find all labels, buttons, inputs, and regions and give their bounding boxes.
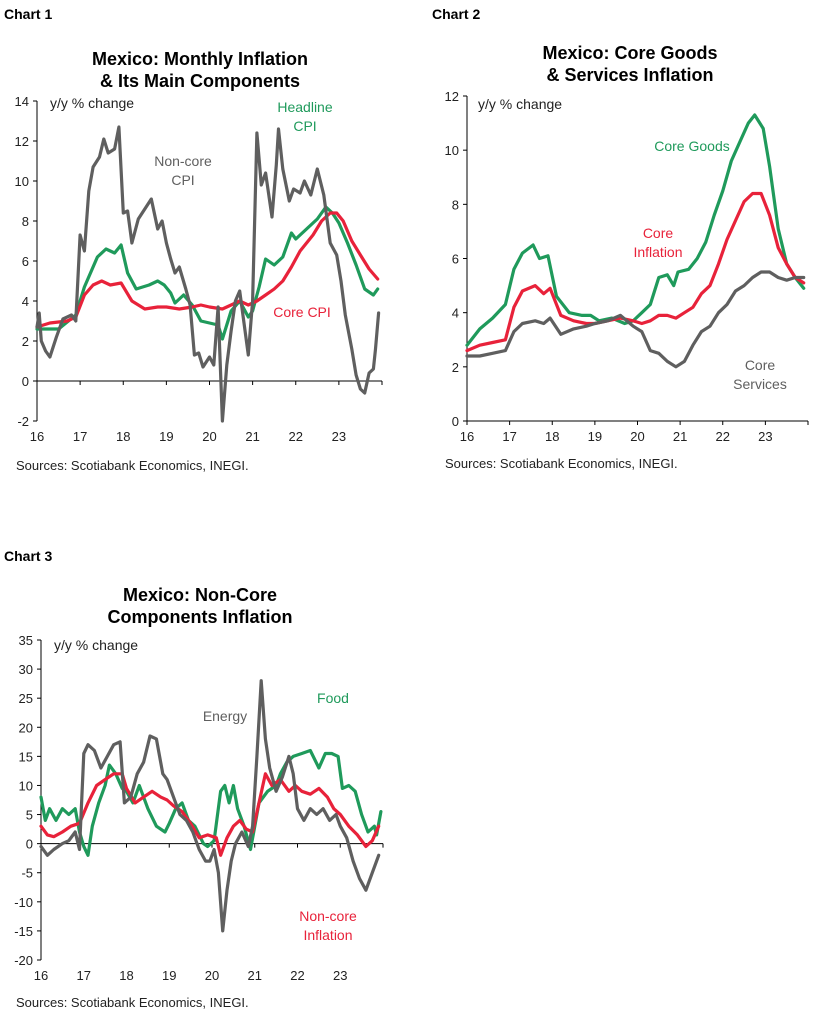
chart-2-x-tick-label: 17 (502, 429, 516, 444)
chart-3-y-tick-label: 30 (19, 662, 33, 677)
chart-3-y-axis-label: y/y % change (54, 637, 138, 653)
chart-3-x-tick-label: 20 (205, 968, 219, 983)
chart-2-series-line-core-goods (465, 113, 806, 347)
chart-1-y-axis-label: y/y % change (50, 95, 134, 111)
chart-1-y-tick-label: -2 (17, 414, 29, 429)
chart-3-number: Chart 3 (4, 548, 53, 564)
chart-2-x-tick-label: 19 (588, 429, 602, 444)
chart-2-y-tick-label: 10 (445, 143, 459, 158)
chart-3-title-line-2: Components Inflation (107, 607, 293, 627)
chart-1-number: Chart 1 (4, 6, 53, 22)
chart-1-series-label-core-cpi: Core CPI (273, 304, 331, 320)
chart-2-series-label-core-services: Services (733, 376, 787, 392)
chart-1-title: Mexico: Monthly Inflation & Its Main Com… (60, 48, 340, 92)
chart-3-x-tick-label: 23 (333, 968, 347, 983)
chart-3-series-line-food (39, 748, 383, 857)
chart-3-y-tick-label: 0 (26, 837, 33, 852)
chart-1-title-line-2: & Its Main Components (99, 71, 300, 91)
chart-2-x-tick-label: 22 (716, 429, 730, 444)
chart-2-series-label-core-inflation: Inflation (633, 244, 682, 260)
chart-2-y-tick-label: 2 (452, 360, 459, 375)
chart-1-y-tick-label: 14 (15, 94, 29, 109)
chart-1-y-tick-label: 10 (15, 174, 29, 189)
chart-1-x-tick-label: 16 (30, 429, 44, 444)
chart-1-series-line-core-cpi (35, 211, 380, 329)
chart-1-y-tick-label: 4 (22, 294, 29, 309)
chart-3-y-tick-label: 15 (19, 749, 33, 764)
chart-3-series-line-energy (39, 679, 381, 933)
chart-2-y-tick-label: 0 (452, 414, 459, 429)
chart-2-x-tick-label: 16 (460, 429, 474, 444)
chart-1-x-tick-label: 18 (116, 429, 130, 444)
chart-2-series-label-core-services: Core (745, 357, 776, 373)
chart-1-source: Sources: Scotiabank Economics, INEGI. (16, 458, 249, 473)
chart-2-series-line-core-inflation (465, 191, 806, 353)
chart-2-plot: 0 2 4 6 8 10 12 16 17 18 19 20 21 22 23 y/y % change Cor… (445, 89, 809, 444)
chart-3-x-tick-label: 17 (77, 968, 91, 983)
chart-3-x-tick-label: 21 (248, 968, 262, 983)
chart-1-y-tick-label: 6 (22, 254, 29, 269)
chart-3-y-tick-label: -10 (14, 895, 33, 910)
chart-1-x-tick-label: 20 (202, 429, 216, 444)
chart-1-series-line-headline-cpi (35, 205, 380, 341)
chart-3-x-tick-label: 16 (34, 968, 48, 983)
chart-2-series-label-core-inflation: Core (643, 225, 674, 241)
chart-3-x-tick-label: 18 (119, 968, 133, 983)
chart-2-y-axis-label: y/y % change (478, 96, 562, 112)
chart-2-x-tick-label: 18 (545, 429, 559, 444)
chart-1-title-line-1: Mexico: Monthly Inflation (92, 49, 308, 69)
chart-1-series-line-non-core-cpi (35, 125, 381, 423)
chart-1-plot: -2 0 2 4 6 8 10 12 14 16 17 18 19 20 21 22 23 y/y % chang… (15, 94, 383, 444)
chart-3-source: Sources: Scotiabank Economics, INEGI. (16, 995, 249, 1010)
chart-1-series-label-non-core-cpi: Non-core (154, 153, 212, 169)
chart-3-y-tick-label: 35 (19, 633, 33, 648)
chart-1-series-label-headline-cpi: Headline (277, 99, 332, 115)
chart-3-y-tick-label: 20 (19, 720, 33, 735)
chart-3-x-tick-label: 22 (290, 968, 304, 983)
chart-1-series-label-headline-cpi: CPI (293, 118, 316, 134)
chart-1-y-tick-label: 12 (15, 134, 29, 149)
chart-3-series-label-non-core-inflation: Non-core (299, 908, 357, 924)
chart-2-y-tick-label: 4 (452, 306, 459, 321)
chart-2-x-tick-label: 20 (630, 429, 644, 444)
chart-2-y-tick-label: 12 (445, 89, 459, 104)
chart-1-x-tick-label: 22 (289, 429, 303, 444)
chart-3-title: Mexico: Non-Core Components Inflation (60, 584, 340, 628)
chart-3-series-label-energy: Energy (203, 708, 247, 724)
chart-3-y-tick-label: 5 (26, 808, 33, 823)
chart-2-title-line-2: & Services Inflation (546, 65, 714, 85)
chart-1-x-tick-label: 21 (245, 429, 259, 444)
chart-1-series-label-non-core-cpi: CPI (171, 172, 194, 188)
chart-1-y-tick-label: 8 (22, 214, 29, 229)
chart-1-x-tick-label: 17 (73, 429, 87, 444)
chart-3-y-tick-label: -5 (21, 866, 33, 881)
chart-3-y-tick-label: 25 (19, 691, 33, 706)
chart-2-x-tick-label: 23 (758, 429, 772, 444)
chart-3-plot: -20 -15 -10 -5 0 5 10 15 20 25 30 35 16 17 18 19 20 21 22 2… (14, 633, 384, 983)
chart-1-x-tick-label: 19 (159, 429, 173, 444)
chart-2-series-line-core-services (465, 270, 806, 369)
chart-2-source: Sources: Scotiabank Economics, INEGI. (445, 456, 678, 471)
chart-2-y-tick-label: 6 (452, 252, 459, 267)
chart-1-y-tick-label: 2 (22, 334, 29, 349)
chart-3-x-tick-label: 19 (162, 968, 176, 983)
chart-3-series-label-food: Food (317, 690, 349, 706)
chart-1-y-tick-label: 0 (22, 374, 29, 389)
chart-3-y-tick-label: -20 (14, 953, 33, 968)
chart-2-y-tick-label: 8 (452, 197, 459, 212)
chart-3-y-tick-label: -15 (14, 924, 33, 939)
chart-2-series-label-core-goods: Core Goods (654, 138, 729, 154)
chart-1-x-tick-label: 23 (332, 429, 346, 444)
chart-3-title-line-1: Mexico: Non-Core (122, 585, 277, 605)
chart-2-number: Chart 2 (432, 6, 481, 22)
chart-3-y-tick-label: 10 (19, 778, 33, 793)
chart-2-title: Mexico: Core Goods & Services Inflation (480, 42, 780, 86)
chart-3-series-line-non-core-inflation (39, 772, 381, 857)
chart-2-x-tick-label: 21 (673, 429, 687, 444)
chart-3-series-label-non-core-inflation: Inflation (303, 927, 352, 943)
chart-2-title-line-1: Mexico: Core Goods (542, 43, 718, 63)
